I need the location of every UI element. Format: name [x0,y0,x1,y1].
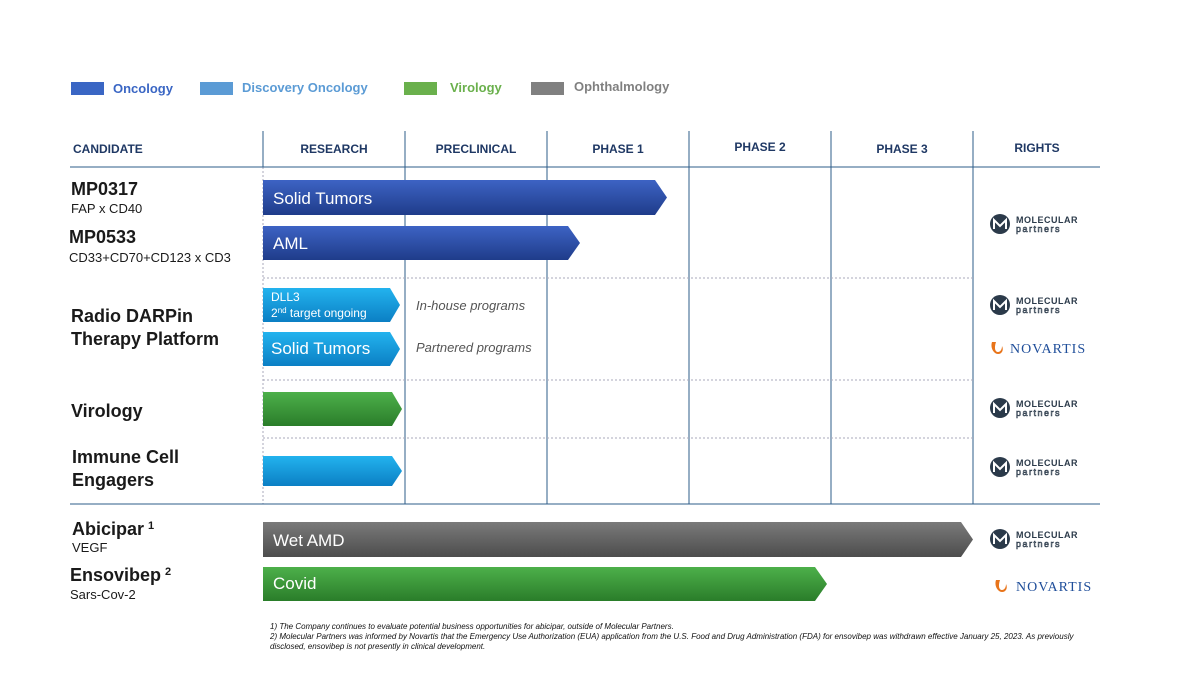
candidate-name: MP0317 [71,179,138,199]
column-header: PRECLINICAL [436,142,517,156]
logo-text: partners [1016,467,1061,477]
legend-label: Ophthalmology [574,79,670,94]
candidate-name: Virology [71,401,143,421]
logo-text: partners [1016,408,1061,418]
candidate-target: VEGF [72,540,107,555]
bar-label: Wet AMD [273,531,344,550]
column-header: PHASE 1 [592,142,644,156]
column-header: PHASE 3 [876,142,928,156]
bar-label: Covid [273,574,316,593]
candidate-name: MP0533 [69,227,136,247]
superscript: 1 [148,520,154,532]
logo-text: partners [1016,224,1061,234]
bar [263,392,402,426]
logo-text: NOVARTIS [1016,580,1092,595]
note: Partnered programs [416,340,532,355]
note: In-house programs [416,298,526,313]
superscript: 2 [165,566,171,578]
footnote: 1) The Company continues to evaluate pot… [270,622,674,631]
bar [263,226,580,260]
candidate-target: CD33+CD70+CD123 x CD3 [69,250,231,265]
bar-label: Solid Tumors [271,339,370,358]
column-header: RESEARCH [300,142,367,156]
column-header: PHASE 2 [734,140,786,154]
legend-label: Virology [450,80,503,95]
footnotes: 1) The Company continues to evaluate pot… [270,622,1090,652]
legend-swatch [71,82,104,95]
logo-text: partners [1016,539,1061,549]
legend-label: Discovery Oncology [242,80,368,95]
logo-text: partners [1016,305,1061,315]
bar-label: Solid Tumors [273,189,372,208]
logo-text: MOLECULAR [1016,296,1078,306]
logo-text: MOLECULAR [1016,458,1078,468]
column-header: CANDIDATE [73,142,143,156]
bar [263,456,402,486]
bar [263,288,400,322]
bar-label: AML [273,234,308,253]
legend-swatch [531,82,564,95]
superscript: nd [278,306,287,315]
text: Ensovibep [70,565,161,585]
candidate-name: Ensovibep 2 [70,565,171,585]
candidate-name: Engagers [72,470,154,490]
candidate-name: Immune Cell [72,447,179,467]
candidate-target: FAP x CD40 [71,201,142,216]
legend-label: Oncology [113,81,174,96]
bar-label: DLL3 [271,290,300,304]
text: target ongoing [287,306,367,320]
bar [263,522,973,557]
candidate-name: Therapy Platform [71,329,219,349]
footnote: 2) Molecular Partners was informed by No… [270,632,1074,651]
logo-text: MOLECULAR [1016,399,1078,409]
column-header: RIGHTS [1014,141,1059,155]
bar [263,180,667,215]
candidate-name: Radio DARPin [71,306,193,326]
text: Abicipar [72,519,144,539]
novartis-logo: NOVARTIS [991,342,1086,357]
legend-swatch [404,82,437,95]
text: 2 [271,306,278,320]
bar [263,567,827,601]
bar-label: 2nd target ongoing [271,306,367,320]
logo-text: NOVARTIS [1010,342,1086,357]
legend-swatch [200,82,233,95]
candidate-name: Abicipar 1 [72,519,154,539]
novartis-logo: NOVARTIS [995,580,1092,595]
candidate-target: Sars-Cov-2 [70,587,136,602]
bar [263,332,400,366]
logo-text: MOLECULAR [1016,215,1078,225]
logo-text: MOLECULAR [1016,530,1078,540]
